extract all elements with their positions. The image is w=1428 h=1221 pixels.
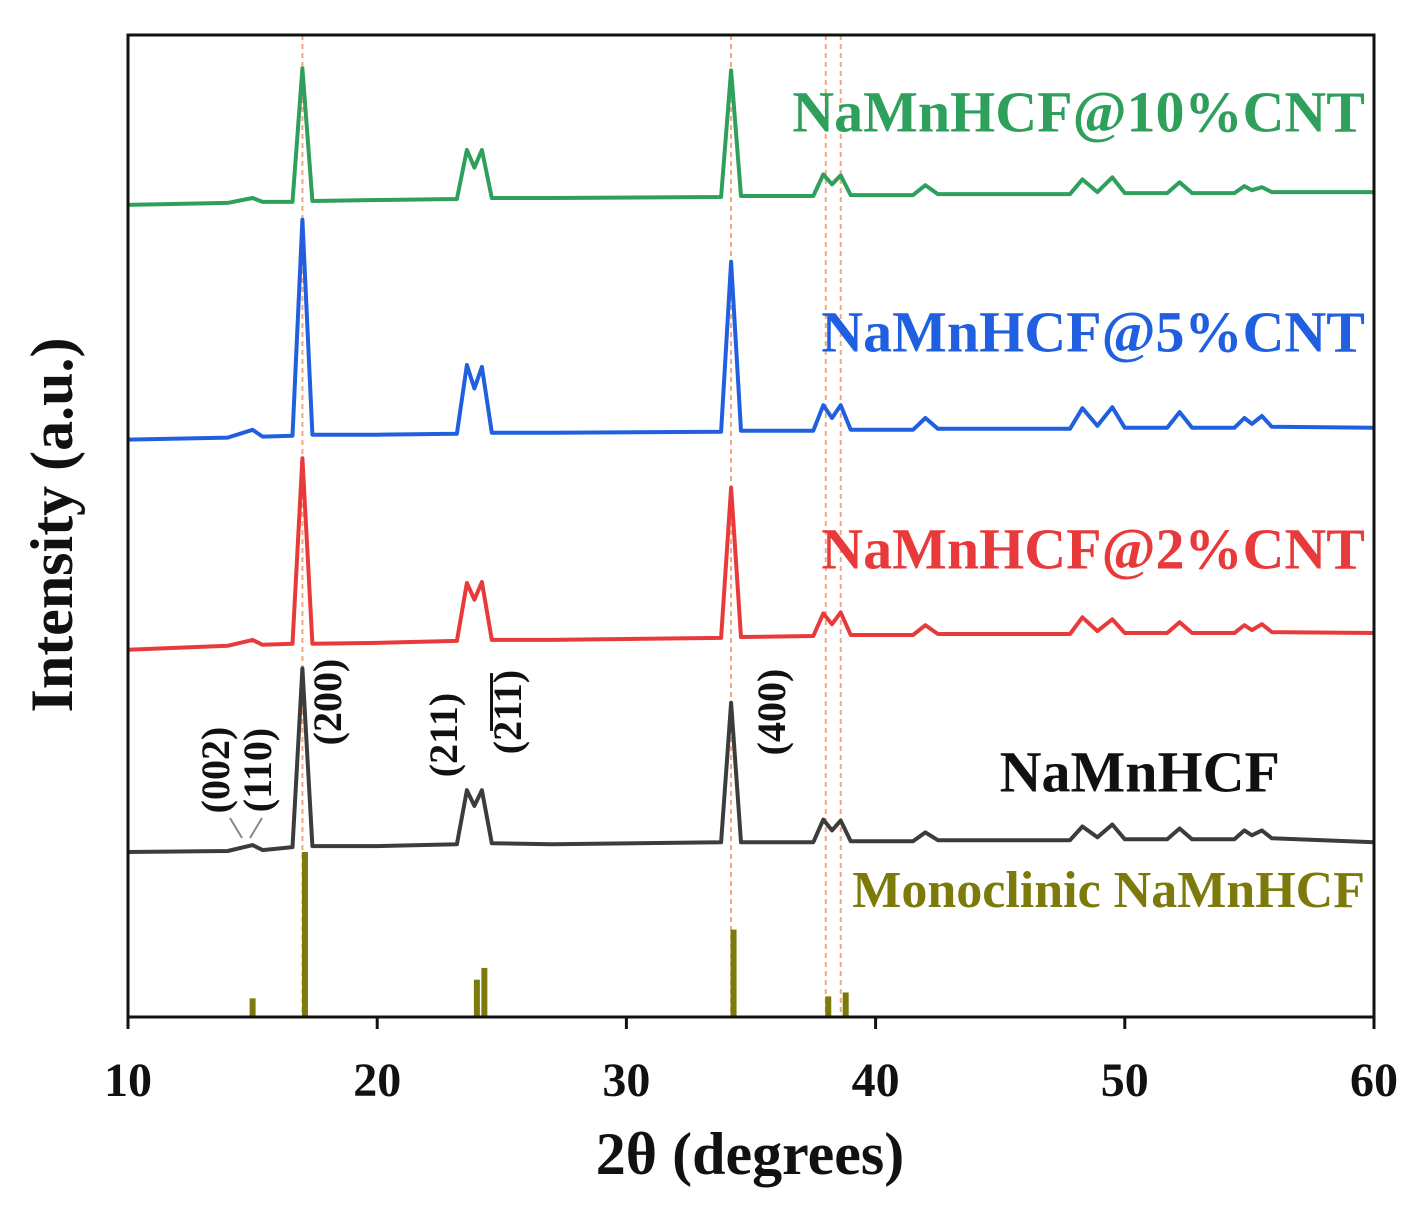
series-label: NaMnHCF@5%CNT	[821, 299, 1365, 364]
x-tick-label: 60	[1350, 1054, 1398, 1107]
peak-annotation: (2̅1̅1̅)	[485, 670, 530, 754]
series-line	[127, 456, 1375, 652]
annotation-leader	[249, 817, 263, 839]
peak-annotation: (002)	[193, 727, 238, 814]
x-tick-label: 30	[602, 1054, 650, 1107]
reference-stick	[825, 996, 832, 1017]
peak-annotation: (211)	[421, 693, 466, 777]
series-line	[127, 217, 1375, 442]
series-line	[127, 66, 1374, 207]
series-line	[127, 666, 1375, 854]
reference-stick	[249, 998, 256, 1017]
series-label: NaMnHCF	[1000, 739, 1280, 804]
y-axis-title: Intensity (a.u.)	[19, 337, 85, 712]
reference-stick	[481, 967, 488, 1017]
x-tick-label: 50	[1101, 1054, 1149, 1107]
reference-stick	[473, 979, 480, 1017]
series-label: NaMnHCF@2%CNT	[821, 516, 1365, 581]
reference-stick	[842, 992, 849, 1017]
peak-annotation: (200)	[305, 659, 350, 746]
annotation-leader	[229, 817, 243, 839]
plot-frame	[126, 33, 1376, 1019]
x-tick-label: 40	[852, 1054, 900, 1107]
reference-label: Monoclinic NaMnHCF	[852, 862, 1365, 919]
series-label: NaMnHCF@10%CNT	[792, 79, 1365, 144]
x-axis-title: 2θ (degrees)	[596, 1121, 904, 1187]
reference-stick	[730, 929, 737, 1017]
reference-stick	[301, 852, 308, 1017]
x-tick-label: 20	[353, 1054, 401, 1107]
x-tick-label: 10	[104, 1054, 152, 1107]
peak-annotation: (110)	[235, 728, 280, 812]
peak-annotation: (400)	[749, 669, 794, 756]
